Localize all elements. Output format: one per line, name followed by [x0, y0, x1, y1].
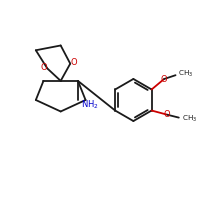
Text: O: O: [161, 75, 167, 84]
Text: CH$_3$: CH$_3$: [182, 113, 197, 124]
Text: NH$_2$: NH$_2$: [81, 99, 98, 111]
Text: O: O: [71, 58, 77, 67]
Text: O: O: [40, 63, 47, 72]
Text: O: O: [164, 110, 171, 119]
Text: CH$_3$: CH$_3$: [178, 69, 194, 79]
